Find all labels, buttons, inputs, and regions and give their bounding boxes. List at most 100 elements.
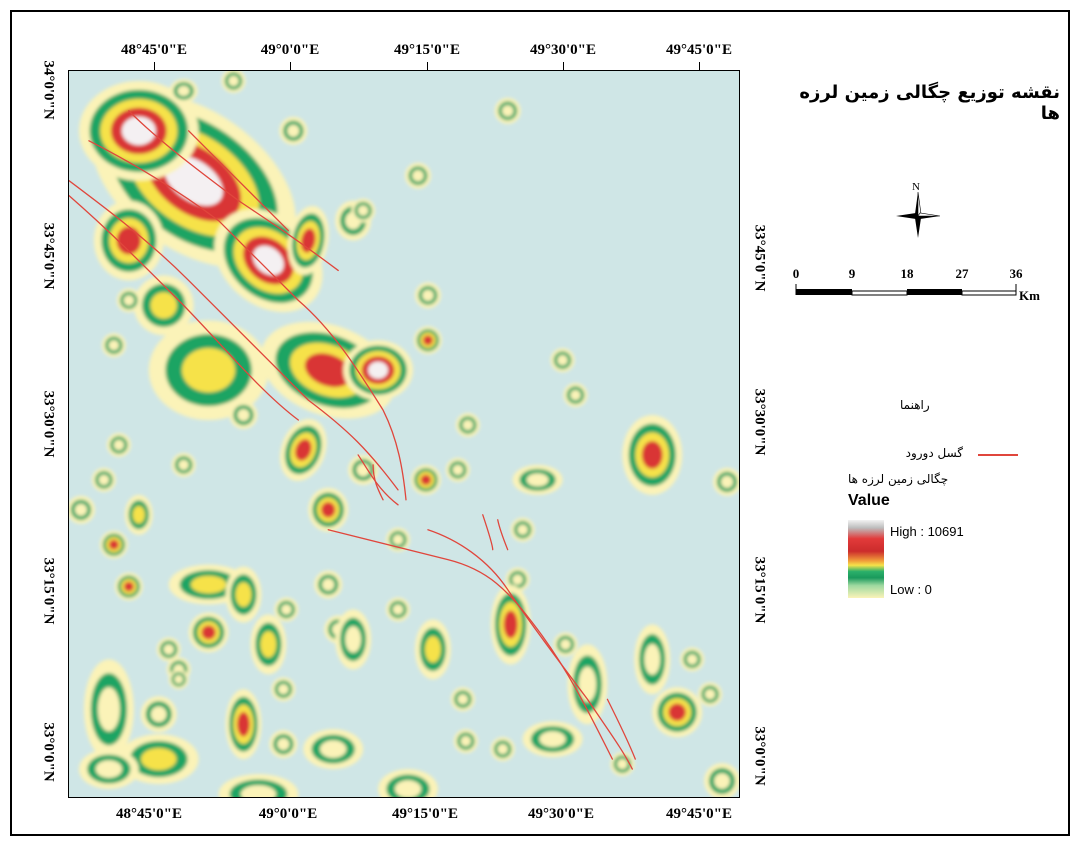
density-cell [560, 639, 571, 650]
density-cell [714, 773, 731, 790]
density-cell [412, 169, 424, 182]
fault-line [497, 519, 509, 551]
density-cell [420, 474, 432, 486]
density-cell [150, 292, 177, 319]
density-cell [452, 464, 464, 476]
legend-value-label: Value [848, 492, 890, 509]
lon-tick-bottom-5: 49°45'0"E [666, 806, 732, 822]
density-cell [424, 636, 441, 663]
lon-tick-top-1: 48°45'0"E [121, 42, 187, 58]
density-cell [95, 760, 123, 778]
legend-color-ramp [848, 520, 884, 598]
density-cell [319, 740, 347, 759]
density-cell [422, 289, 434, 302]
tickmark [563, 62, 564, 70]
density-cell [132, 505, 145, 524]
density-cell [108, 539, 119, 550]
density-cell [457, 693, 469, 705]
lon-tick-top-3: 49°15'0"E [394, 42, 460, 58]
density-cell [228, 75, 239, 87]
scale-bar-graphic [795, 284, 1017, 296]
density-cell [501, 105, 514, 117]
legend-fault-label: گسل دورود [905, 446, 963, 460]
density-cell [644, 643, 661, 675]
density-cell [240, 785, 277, 797]
density-cell [150, 706, 167, 723]
density-cell [720, 475, 734, 489]
scale-label-0: 0 [792, 266, 800, 281]
density-cell [357, 205, 369, 216]
lat-tick-right-5: 33°0'0"N [751, 726, 768, 786]
tickmark [154, 62, 155, 70]
density-cell [178, 459, 189, 471]
density-cell [539, 731, 566, 748]
density-cell [123, 581, 134, 592]
density-cell [116, 226, 141, 255]
density-cell [98, 474, 110, 486]
density-cell [512, 574, 523, 585]
fault-line [372, 464, 384, 501]
density-cell [177, 85, 190, 97]
lat-tick-left-1: 34°0'0"N [40, 60, 57, 120]
lat-tick-left-2: 33°45'0"N [40, 222, 57, 290]
fault-line [69, 180, 399, 491]
density-cell [686, 654, 698, 665]
tickmark [427, 62, 428, 70]
density-cell [322, 578, 335, 591]
density-cell [281, 604, 292, 615]
density-cell [287, 124, 300, 138]
legend-density-title: چگالی زمین لرزه ها [848, 472, 949, 486]
density-cell [174, 674, 184, 684]
density-cell [252, 245, 284, 276]
lon-tick-bottom-4: 49°30'0"E [528, 806, 594, 822]
tickmark [290, 62, 291, 70]
north-arrow-icon [896, 191, 941, 238]
lon-tick-top-2: 49°0'0"E [260, 42, 320, 58]
fault-line [482, 514, 494, 551]
lon-tick-top-5: 49°45'0"E [666, 42, 732, 58]
density-cell [123, 295, 135, 306]
density-cell [260, 631, 277, 658]
lat-tick-right-2: 33°45'0"N [751, 224, 768, 292]
density-cell [617, 758, 628, 770]
legend-fault-line-icon [978, 454, 1018, 456]
density-cell [121, 116, 156, 146]
fault-line [88, 140, 407, 501]
lat-tick-right-4: 33°15'0"N [751, 556, 768, 624]
density-cell [394, 780, 422, 797]
density-cell [97, 687, 120, 732]
lat-tick-right-3: 33°30'0"N [751, 388, 768, 456]
density-cell [460, 735, 472, 747]
density-cell [278, 684, 289, 695]
density-cell [74, 503, 88, 516]
density-cell [295, 439, 312, 461]
density-cell [423, 335, 433, 346]
density-cell [113, 439, 125, 451]
legend-header: راهنما [900, 398, 930, 412]
fault-line [427, 529, 633, 770]
density-cell [557, 354, 568, 366]
scale-label-18: 18 [900, 266, 914, 281]
density-cell [526, 473, 549, 487]
density-cell [277, 737, 290, 751]
legend-fault-row: گسل دورود [858, 446, 1018, 464]
tickmark [699, 62, 700, 70]
density-cell [668, 703, 686, 721]
fault-line [128, 110, 339, 272]
density-cell [190, 575, 227, 594]
lon-tick-top-4: 49°30'0"E [530, 42, 596, 58]
lat-tick-left-4: 33°15'0"N [40, 557, 57, 625]
north-label: N [912, 181, 920, 193]
lat-tick-left-5: 33°0'0"N [40, 722, 57, 782]
density-cell [392, 534, 404, 545]
scale-label-9: 9 [848, 266, 856, 281]
density-cell [578, 666, 597, 703]
lon-tick-bottom-3: 49°15'0"E [392, 806, 458, 822]
density-raster [69, 71, 739, 797]
density-cell [641, 441, 663, 469]
legend-high-label: High : 10691 [890, 524, 964, 539]
density-cell [503, 610, 518, 639]
density-cell [356, 463, 370, 477]
density-cell [392, 604, 404, 615]
density-cell [345, 626, 362, 653]
